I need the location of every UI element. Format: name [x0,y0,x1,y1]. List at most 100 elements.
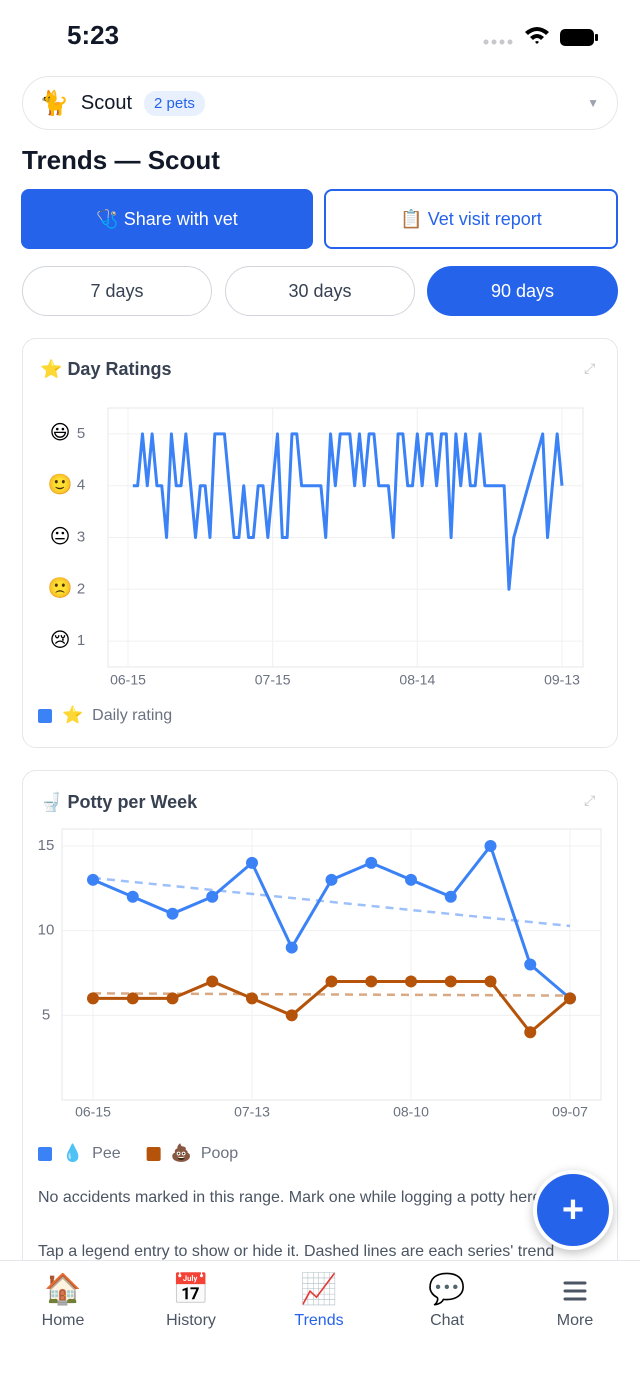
plot-frame [61,828,602,1101]
point [126,992,139,1005]
point [166,907,179,920]
chart-title: 🚽 Potty per Week [40,792,197,813]
pet-name: Scout [80,91,133,114]
x-tick-label: 09-13 [544,672,580,688]
range-option[interactable]: 90 days [427,266,618,316]
legend-swatch [38,1147,52,1161]
range-option[interactable]: 7 days [22,266,212,316]
point [126,890,139,903]
point [524,958,537,971]
tab-label: Trends [294,1312,344,1329]
tab-icon [520,1270,630,1310]
pet-icon: 🐈 [39,89,69,117]
title: Day Ratings [67,359,172,379]
status-icons [483,27,598,46]
y-tick-label: 10 [38,922,55,939]
point [246,856,258,869]
point [365,856,378,869]
card [22,338,618,748]
y-tick-label: 5 [42,1006,50,1023]
x-tick-label: 07-13 [234,1104,270,1120]
icon: 🩺 [96,208,119,229]
x-tick-label: 06-15 [110,672,146,688]
caret: ▼ [587,96,599,110]
tab[interactable]: 📈 Trends [264,1270,374,1330]
legend-icon: 💩 [171,1142,192,1162]
y-tick-label: 2 [77,580,85,597]
tab[interactable]: 💬 Chat [392,1270,502,1330]
point [564,992,576,1005]
expand-icon[interactable]: ⤢ [584,792,596,808]
point [206,890,219,903]
y-tick-label: 3 [77,528,85,545]
tab-icon: 💬 [428,1273,466,1306]
share-button[interactable]: 🩺 Share with vet [21,189,313,249]
point [405,873,417,886]
point [87,873,99,886]
point [484,839,497,852]
point [166,992,179,1005]
tab-label: History [166,1312,216,1329]
y-tick-label: 5 [77,425,85,442]
icon: 📋 [400,208,423,229]
trend-line [92,992,571,997]
title-icon: 🚽 [40,792,63,812]
x-tick-label: 07-15 [255,672,291,688]
point [285,1009,298,1022]
y-tick-label: 1 [77,632,85,649]
series-line [132,432,564,591]
series-line [93,979,571,1034]
pet-selector[interactable]: 🐈 Scout 2 pets ▼ [22,76,618,130]
point [365,975,378,988]
legend-swatch [146,1147,161,1161]
legend-label: Daily rating [92,707,172,724]
tab[interactable]: More [520,1270,630,1330]
x-tick-label: 08-14 [399,672,435,688]
y-tick-label: 4 [77,477,85,494]
tab-bar [0,1260,640,1385]
y-tick-icon: 🙂 [48,473,73,496]
legend-icon: 💧 [62,1142,83,1162]
y-tick-icon: 😐 [50,526,71,548]
legend-icon: ⭐ [62,704,83,724]
point [246,992,258,1005]
chart-title: ⭐ Day Ratings [40,359,171,380]
point [325,873,338,886]
note: No accidents marked in this range. Mark … [38,1189,546,1206]
note: Tap a legend entry to show or hide it. D… [38,1243,555,1260]
report-button[interactable]: 📋 Vet visit report [324,189,618,249]
point [87,992,99,1005]
fab[interactable]: + [533,1170,613,1250]
point [206,975,219,988]
y-tick-label: 15 [38,837,55,854]
tab-label: More [556,1312,594,1329]
point [524,1026,537,1039]
legend-swatch [38,709,52,723]
title: Potty per Week [67,792,198,812]
pet-badge: 2 pets [144,90,205,116]
tab-icon: 📈 [300,1273,338,1306]
title-icon: ⭐ [40,359,63,379]
y-tick-icon: 😃 [50,422,71,444]
x-tick-label: 08-10 [393,1104,429,1120]
tab[interactable]: 🏠 Home [8,1270,118,1330]
status-time: 5:23 [67,20,120,50]
x-tick-label: 06-15 [75,1104,111,1120]
label: Share with vet [123,208,238,229]
point [325,975,338,988]
tab-icon: 🏠 [44,1273,82,1306]
legend-label: Poop [201,1145,238,1162]
range-option[interactable]: 30 days [225,266,415,316]
legend-label: Pee [92,1145,121,1162]
point [444,975,457,988]
y-tick-icon: 🙁 [48,577,73,600]
point [444,890,457,903]
label: Vet visit report [427,208,542,229]
expand-icon[interactable]: ⤢ [584,360,596,376]
x-tick-label: 09-07 [552,1104,588,1120]
tab-icon: 📅 [172,1273,210,1306]
point [405,975,417,988]
tab[interactable]: 📅 History [136,1270,246,1330]
